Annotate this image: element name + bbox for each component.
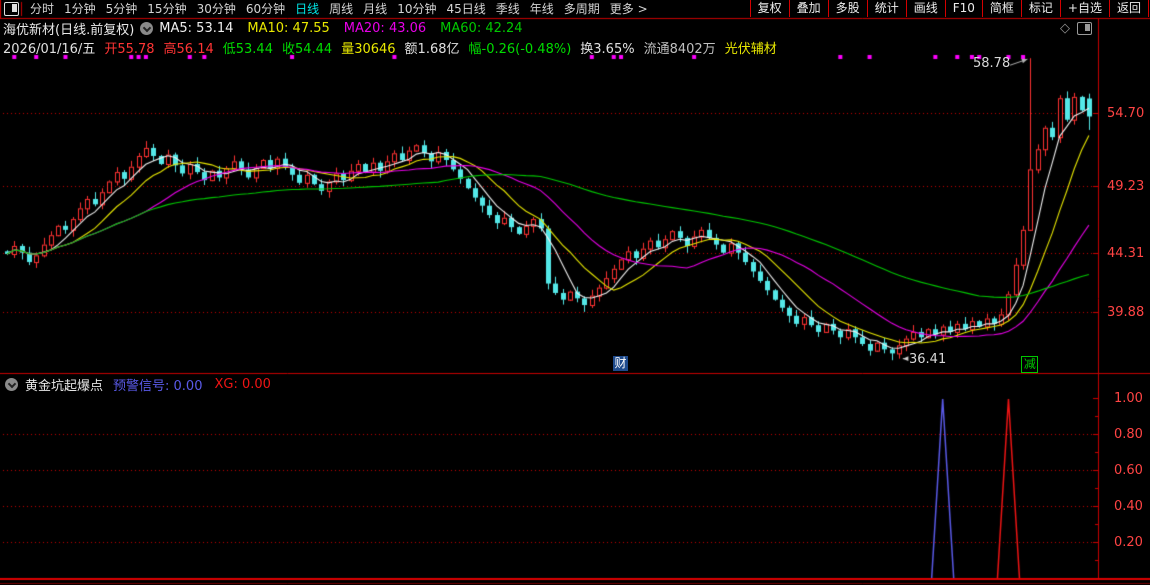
sector-label[interactable]: 光伏辅材 bbox=[724, 41, 777, 57]
low-value: 低53.44 bbox=[222, 41, 273, 57]
period-tab[interactable]: 15分钟 bbox=[147, 2, 187, 16]
toolbar-buttons: 复权 叠加 多股 统计 画线 F10 简框 标记 +自选 返回 bbox=[749, 0, 1149, 17]
ma5-value: MA5: 53.14 bbox=[159, 20, 234, 36]
back-button[interactable]: 返回 bbox=[1108, 0, 1149, 17]
header-icons: ◇ bbox=[1060, 21, 1092, 36]
ma20-value: MA20: 43.06 bbox=[343, 20, 427, 36]
open-value: 开55.78 bbox=[104, 41, 155, 57]
chevron-down-icon[interactable] bbox=[140, 21, 154, 35]
high-value: 高56.14 bbox=[163, 41, 214, 57]
xg-value: XG: 0.00 bbox=[214, 376, 271, 392]
chart-header: 海优新材(日线.前复权) MA5: 53.14 MA10: 47.55 MA20… bbox=[3, 20, 537, 38]
layout-toggle-icon[interactable] bbox=[4, 2, 19, 16]
low-annotation: 36.41 bbox=[909, 351, 947, 367]
main-axis-label: 49.23 bbox=[1107, 179, 1145, 195]
diamond-icon[interactable]: ◇ bbox=[1060, 21, 1070, 36]
overlay-button[interactable]: 叠加 bbox=[788, 0, 828, 17]
period-tab[interactable]: 60分钟 bbox=[245, 2, 286, 16]
period-tab[interactable]: 45日线 bbox=[446, 2, 486, 16]
simple-frame-button[interactable]: 简框 bbox=[981, 0, 1021, 17]
multi-stock-button[interactable]: 多股 bbox=[827, 0, 867, 17]
period-tab[interactable]: 年线 bbox=[529, 2, 554, 16]
period-tab[interactable]: 5分钟 bbox=[105, 2, 138, 16]
period-tab[interactable]: 周线 bbox=[329, 2, 354, 16]
period-tab[interactable]: 多周期 bbox=[563, 2, 600, 16]
ma60-value: MA60: 42.24 bbox=[440, 20, 523, 36]
adjust-price-button[interactable]: 复权 bbox=[749, 0, 789, 17]
period-tab[interactable]: 月线 bbox=[363, 2, 388, 16]
f10-button[interactable]: F10 bbox=[944, 0, 982, 17]
high-annotation: 58.78 bbox=[973, 56, 1011, 72]
main-axis-label: 54.70 bbox=[1107, 106, 1145, 121]
info-bar: 2026/01/16/五 开55.78 高56.14 低53.44 收54.44… bbox=[3, 39, 786, 57]
add-favorite-button[interactable]: +自选 bbox=[1059, 0, 1109, 17]
sub-axis-label: 0.60 bbox=[1114, 463, 1143, 478]
sub-axis-label: 0.40 bbox=[1114, 499, 1143, 514]
period-tab-daily[interactable]: 日线 bbox=[295, 2, 320, 16]
statistics-button[interactable]: 统计 bbox=[866, 0, 906, 17]
toolbar: 分时 1分钟 5分钟 15分钟 30分钟 60分钟 日线 周线 月线 10分钟 … bbox=[0, 0, 1150, 18]
main-axis-label: 39.88 bbox=[1107, 305, 1145, 321]
share-reduction-badge[interactable]: 减 bbox=[1021, 356, 1039, 373]
turnover-value: 换3.65% bbox=[580, 41, 635, 57]
draw-line-button[interactable]: 画线 bbox=[905, 0, 945, 17]
main-axis-label: 44.31 bbox=[1107, 245, 1145, 261]
indicator-name: 黄金坑起爆点 bbox=[25, 378, 104, 394]
period-tab[interactable]: 分时 bbox=[30, 2, 55, 16]
alert-signal-value: 预警信号: 0.00 bbox=[113, 378, 203, 394]
stock-title: 海优新材(日线.前复权) bbox=[3, 22, 135, 38]
split-box-icon[interactable] bbox=[1077, 22, 1092, 35]
change-value: 幅-0.26(-0.48%) bbox=[468, 41, 572, 57]
indicator-header: 黄金坑起爆点 预警信号: 0.00 XG: 0.00 bbox=[5, 376, 271, 394]
volume-value: 量30646 bbox=[341, 41, 396, 57]
period-tab[interactable]: 10分钟 bbox=[397, 2, 437, 16]
ma10-value: MA10: 47.55 bbox=[247, 20, 330, 36]
date-label: 2026/01/16/五 bbox=[3, 41, 96, 57]
sub-axis-label: 1.00 bbox=[1114, 391, 1143, 406]
period-tab[interactable]: 1分钟 bbox=[64, 2, 96, 16]
chevron-down-icon[interactable] bbox=[5, 377, 18, 391]
close-value: 收54.44 bbox=[281, 41, 333, 57]
sub-axis-label: 0.20 bbox=[1114, 535, 1143, 550]
period-tab[interactable]: 30分钟 bbox=[196, 2, 236, 16]
period-tab[interactable]: 季线 bbox=[495, 2, 520, 16]
amount-value: 额1.68亿 bbox=[404, 41, 460, 57]
period-tab-more[interactable]: 更多 > bbox=[609, 2, 648, 16]
float-shares-value: 流通8402万 bbox=[643, 41, 716, 57]
mark-button[interactable]: 标记 bbox=[1020, 0, 1060, 17]
period-tabs: 分时 1分钟 5分钟 15分钟 30分钟 60分钟 日线 周线 月线 10分钟 … bbox=[25, 0, 653, 18]
sub-axis-label: 0.80 bbox=[1114, 427, 1143, 442]
finance-report-badge[interactable]: 财 bbox=[613, 356, 629, 371]
